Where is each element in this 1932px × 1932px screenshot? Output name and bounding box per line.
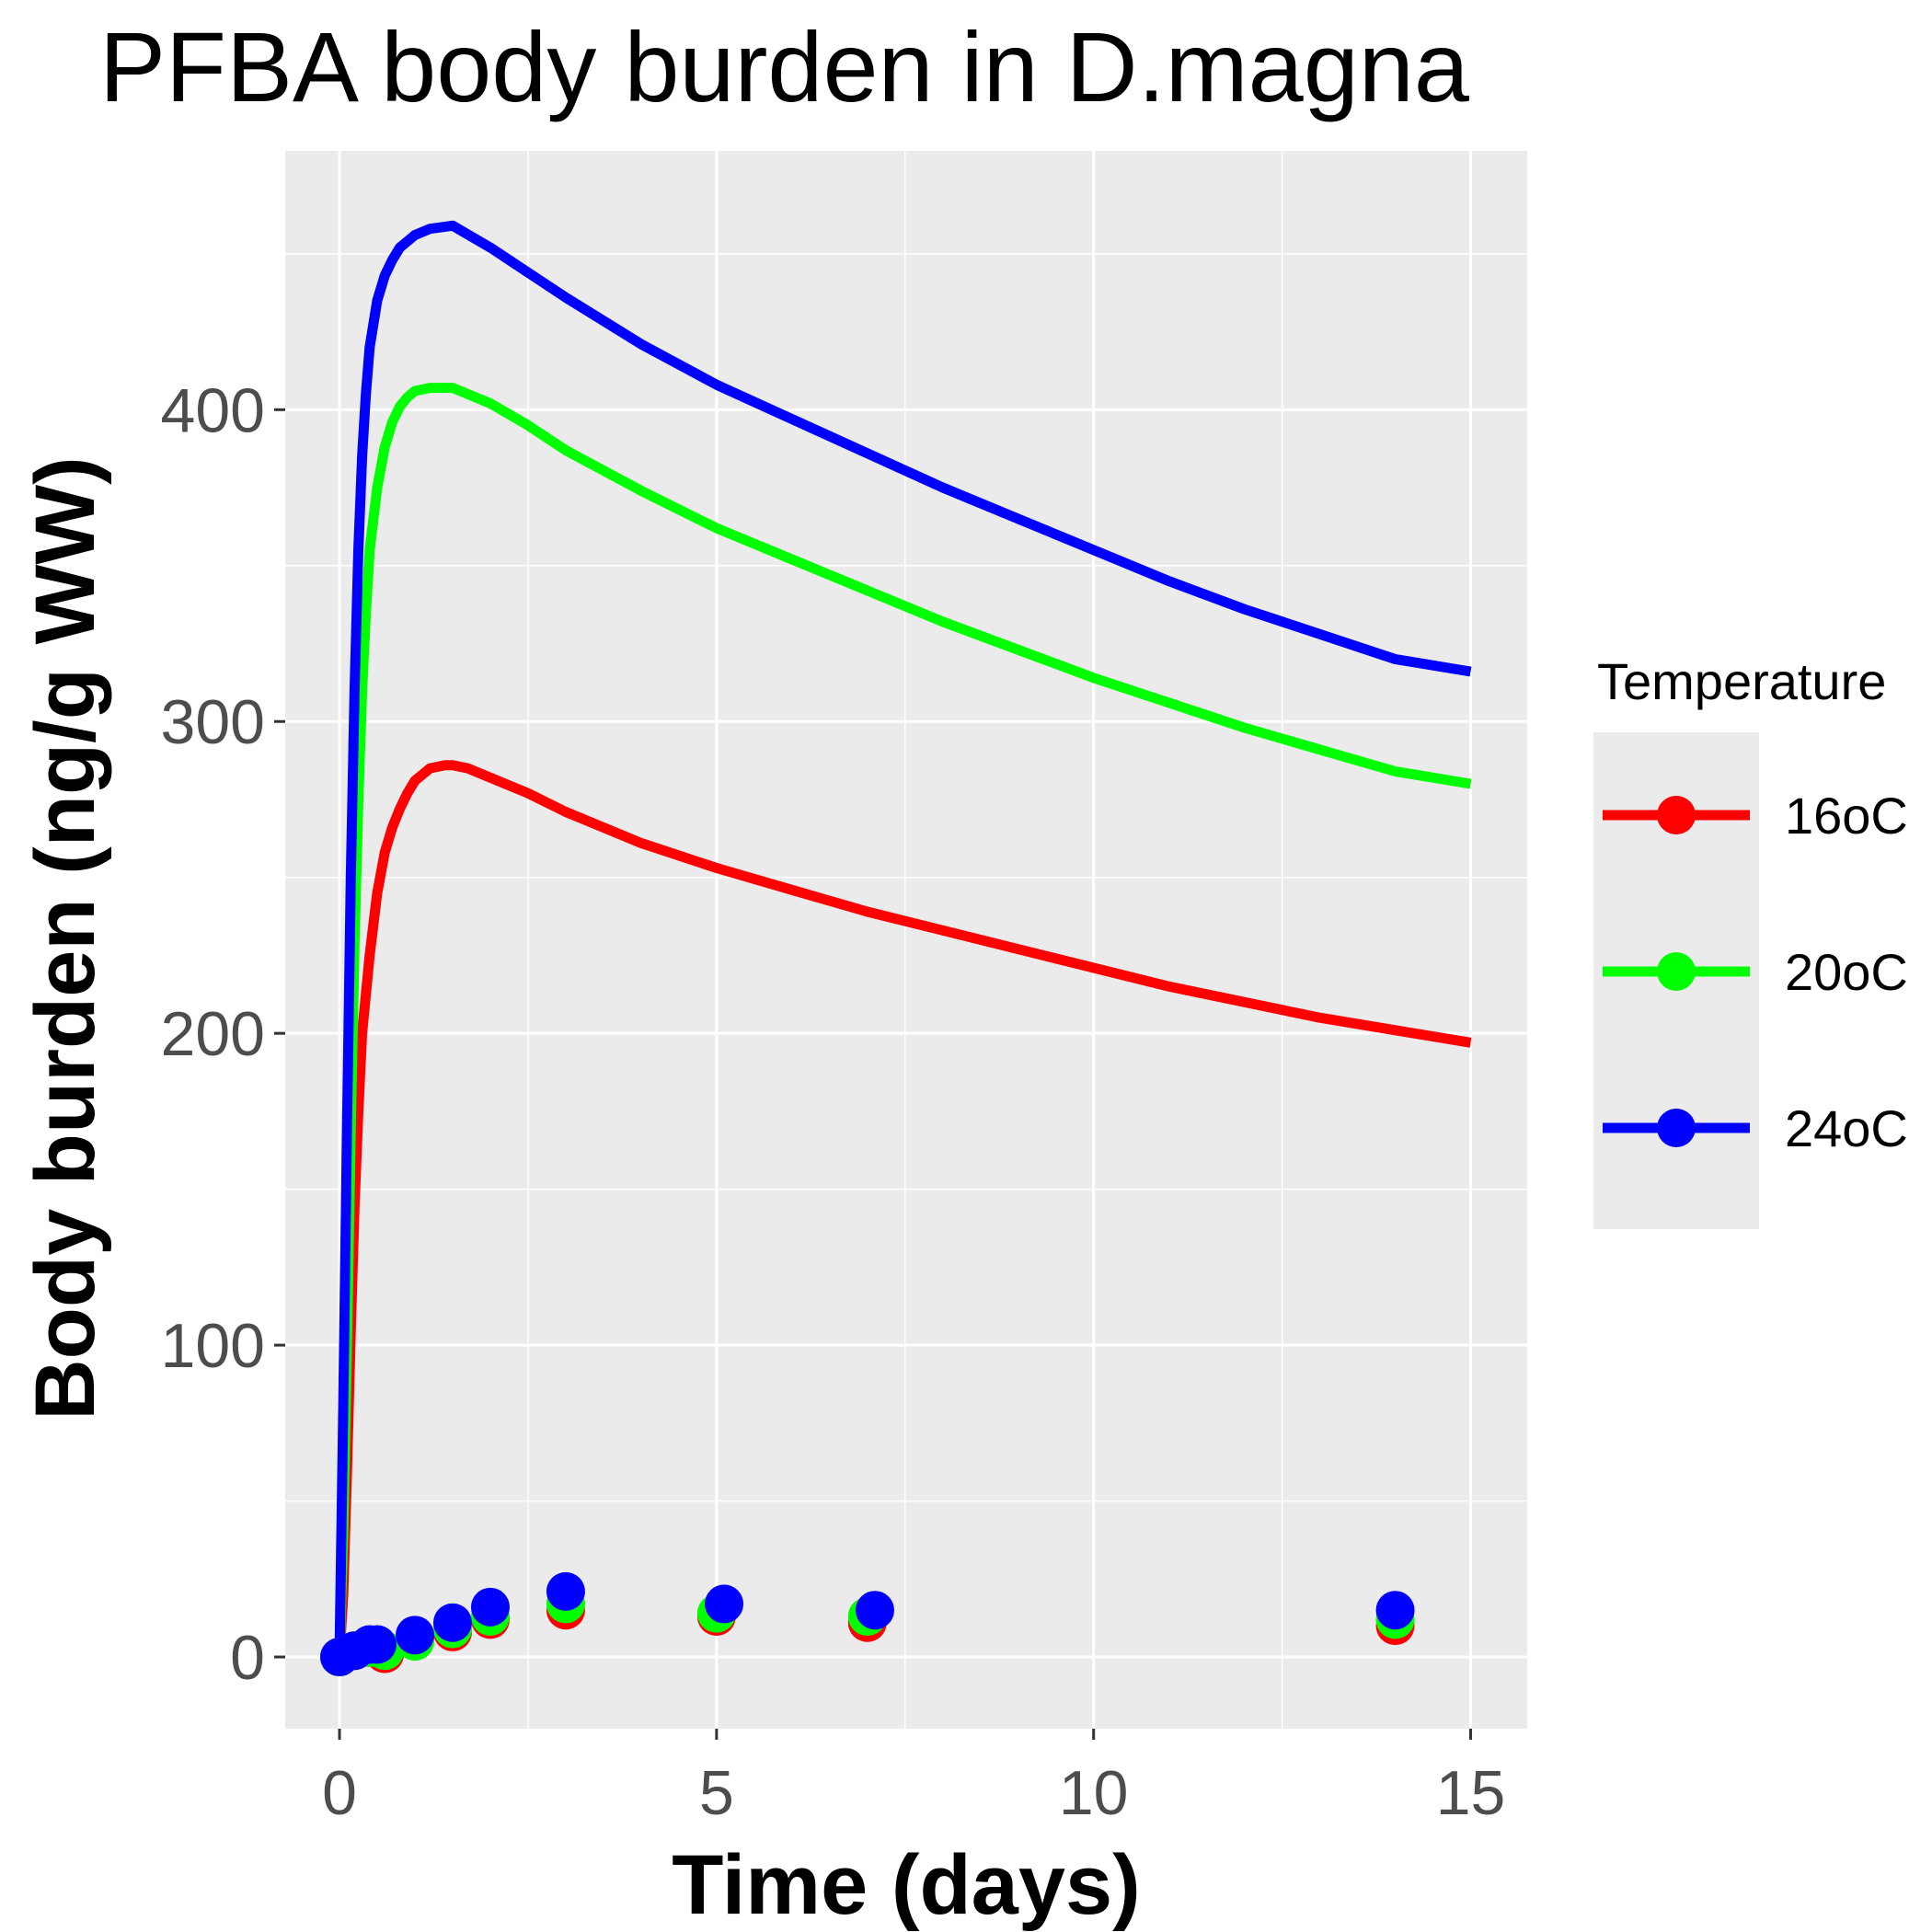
axis-ticks xyxy=(274,408,1473,1740)
x-tick-label: 5 xyxy=(699,1758,734,1828)
y-tick-label: 300 xyxy=(161,687,265,757)
series-points xyxy=(320,1571,1415,1677)
y-tick-label: 100 xyxy=(161,1311,265,1381)
data-point-24oC xyxy=(1375,1591,1415,1630)
grid-minor xyxy=(285,151,1527,1729)
series-line-16oC xyxy=(334,760,1472,1658)
legend: Temperature 16oC 20oC 24oC xyxy=(1593,652,1908,1229)
series-lines xyxy=(334,220,1472,1658)
x-axis-label: Time (days) xyxy=(672,1838,1141,1932)
legend-entries: 16oC 20oC 24oC xyxy=(1603,787,1908,1157)
legend-key-point-24oC xyxy=(1657,1109,1696,1147)
data-point-24oC xyxy=(395,1616,434,1655)
legend-key-point-16oC xyxy=(1657,796,1696,834)
legend-key-point-20oC xyxy=(1657,952,1696,991)
series-line-24oC xyxy=(334,220,1472,1658)
legend-label-20oC: 20oC xyxy=(1785,943,1908,1001)
data-point-24oC xyxy=(432,1603,472,1642)
chart-title: PFBA body burden in D.magna xyxy=(99,11,1470,122)
x-tick-label: 0 xyxy=(322,1758,357,1828)
legend-label-24oC: 24oC xyxy=(1785,1099,1908,1157)
data-point-24oC xyxy=(855,1591,894,1630)
x-tick-labels: 0 5 10 15 xyxy=(322,1758,1505,1828)
y-tick-label: 0 xyxy=(230,1623,265,1693)
data-point-24oC xyxy=(705,1584,744,1624)
y-axis-label: Body burden (ng/g WW) xyxy=(18,456,112,1420)
grid-major xyxy=(285,151,1527,1729)
y-tick-labels: 0 100 200 300 400 xyxy=(161,375,265,1693)
legend-label-16oC: 16oC xyxy=(1785,787,1908,845)
series-line-20oC xyxy=(334,383,1472,1658)
legend-title: Temperature xyxy=(1597,652,1886,710)
plot-panel xyxy=(285,151,1527,1729)
x-tick-label: 15 xyxy=(1436,1758,1506,1828)
data-point-24oC xyxy=(546,1571,585,1611)
x-tick-label: 10 xyxy=(1059,1758,1129,1828)
data-point-24oC xyxy=(358,1625,397,1664)
y-tick-label: 400 xyxy=(161,375,265,445)
data-point-24oC xyxy=(470,1587,510,1627)
y-tick-label: 200 xyxy=(161,999,265,1069)
